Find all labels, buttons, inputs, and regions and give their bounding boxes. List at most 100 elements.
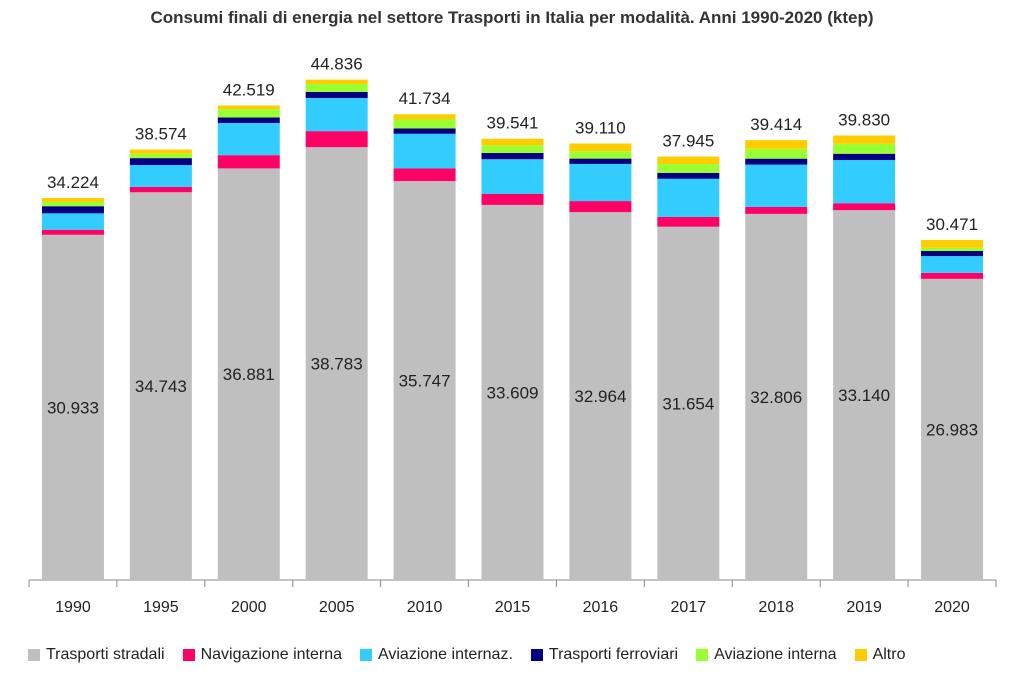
bar-segment-altro-1995 [129, 149, 192, 154]
legend-label: Trasporti ferroviari [548, 646, 679, 663]
total-label: 38.574 [135, 125, 187, 144]
bar-segment-navigazione-interna-2018 [745, 206, 808, 214]
bar-segment-trasporti-ferroviari-2005 [305, 92, 368, 99]
x-tick-label: 2005 [319, 599, 355, 616]
bar-segment-aviazione-internaz--2018 [745, 164, 808, 207]
bar-segment-aviazione-interna-2017 [657, 164, 720, 173]
legend-item: Trasporti stradali [28, 646, 165, 664]
legend-swatch [854, 649, 867, 661]
bar-segment-aviazione-internaz--2019 [833, 160, 896, 204]
total-label: 42.519 [223, 80, 275, 99]
road-value-label: 32.964 [574, 387, 626, 406]
bar-segment-aviazione-interna-1990 [41, 201, 104, 207]
total-label: 39.830 [838, 110, 890, 129]
road-value-label: 33.609 [487, 383, 539, 402]
bar-segment-navigazione-interna-2020 [921, 272, 984, 279]
road-value-label: 35.747 [399, 372, 451, 391]
total-label: 41.734 [399, 89, 451, 108]
bar-segment-navigazione-interna-2010 [393, 168, 456, 182]
x-tick-label: 2018 [758, 599, 794, 616]
bar-segment-aviazione-interna-2019 [833, 143, 896, 154]
bar-segment-altro-1990 [41, 198, 104, 202]
bar-segment-altro-2010 [393, 114, 456, 120]
bar-segment-altro-2017 [657, 156, 720, 165]
legend-item: Trasporti ferroviari [530, 646, 679, 664]
bar-segment-trasporti-stradali-2018 [745, 213, 808, 580]
bar-segment-aviazione-interna-2018 [745, 148, 808, 159]
legend-label: Altro [872, 646, 906, 663]
bar-segment-aviazione-internaz--2016 [569, 163, 632, 202]
bar-segment-aviazione-internaz--2020 [921, 256, 984, 273]
legend-item: Navigazione interna [182, 646, 342, 664]
x-tick-label: 2017 [671, 599, 707, 616]
total-label: 37.945 [662, 132, 714, 151]
bar-segment-trasporti-stradali-2015 [481, 204, 544, 580]
road-value-label: 26.983 [926, 420, 978, 439]
total-label: 30.471 [926, 215, 978, 234]
bar-segment-aviazione-internaz--2010 [393, 133, 456, 169]
x-tick-label: 2000 [231, 599, 267, 616]
road-value-label: 34.743 [135, 377, 187, 396]
bar-segment-aviazione-internaz--2000 [217, 123, 280, 156]
bar-segment-navigazione-interna-2005 [305, 131, 368, 148]
stacked-bar-chart: 34.224 30.933 1990 38.574 34.743 1995 42.519 36… [28, 55, 997, 616]
legend-swatch [28, 649, 40, 661]
bar-segment-altro-2005 [305, 79, 368, 84]
bar-segment-aviazione-interna-2015 [481, 145, 544, 153]
bar-segment-aviazione-interna-2000 [217, 109, 280, 118]
bar-segment-navigazione-interna-2016 [569, 201, 632, 213]
legend-item: Aviazione internaz. [359, 646, 513, 664]
bar-segment-trasporti-ferroviari-2015 [481, 152, 544, 160]
bar-segment-navigazione-interna-2015 [481, 193, 544, 205]
bar-segment-aviazione-internaz--1995 [129, 165, 192, 187]
legend-item: Aviazione interna [696, 646, 837, 664]
road-value-label: 38.783 [311, 355, 363, 374]
bar-segment-trasporti-ferroviari-1995 [129, 158, 192, 166]
bar-segment-trasporti-stradali-2005 [305, 147, 368, 581]
x-tick-label: 2020 [934, 599, 970, 616]
bar-segment-aviazione-internaz--1990 [41, 213, 104, 230]
bar-segment-trasporti-ferroviari-2000 [217, 117, 280, 124]
bar-segment-altro-2020 [921, 239, 984, 248]
bar-segment-aviazione-interna-2016 [569, 151, 632, 159]
legend-swatch [696, 649, 709, 661]
bar-segment-trasporti-stradali-1995 [129, 192, 192, 580]
bar-segment-trasporti-ferroviari-2010 [393, 128, 456, 134]
x-tick-label: 2015 [495, 599, 531, 616]
bar-segment-aviazione-interna-1995 [129, 153, 192, 159]
x-tick-label: 2019 [846, 599, 882, 616]
bar-segment-altro-2015 [481, 138, 544, 146]
total-label: 39.110 [575, 119, 626, 138]
bar-segment-aviazione-internaz--2017 [657, 178, 720, 217]
bar-segment-navigazione-interna-1995 [129, 186, 192, 193]
legend-swatch [359, 649, 372, 661]
road-value-label: 32.806 [750, 388, 802, 407]
total-label: 39.414 [750, 115, 802, 134]
bar-segment-navigazione-interna-2017 [657, 216, 720, 227]
bar-segment-trasporti-stradali-2017 [657, 226, 720, 580]
bar-segment-navigazione-interna-2000 [217, 155, 280, 169]
bar-segment-trasporti-stradali-2010 [393, 181, 456, 580]
bar-segment-trasporti-stradali-1990 [41, 234, 104, 580]
chart-title: Consumi finali di energia nel settore Tr… [150, 8, 874, 27]
bar-segment-altro-2019 [833, 135, 896, 144]
bar-segment-altro-2018 [745, 140, 808, 149]
total-label: 34.224 [47, 173, 99, 192]
x-tick-label: 2016 [583, 599, 619, 616]
legend: Trasporti stradali Navigazione interna Avi… [28, 646, 905, 664]
x-tick-label: 1995 [143, 599, 179, 616]
road-value-label: 33.140 [838, 386, 890, 405]
x-tick-label: 2010 [407, 599, 443, 616]
bar-segment-trasporti-ferroviari-2019 [833, 153, 896, 161]
bar-segment-navigazione-interna-1990 [41, 229, 104, 235]
bar-segment-trasporti-ferroviari-2020 [921, 251, 984, 257]
legend-swatch [182, 649, 195, 661]
bar-segment-aviazione-internaz--2005 [305, 98, 368, 132]
road-value-label: 31.654 [662, 394, 714, 413]
total-label: 39.541 [487, 114, 539, 133]
road-value-label: 36.881 [223, 365, 275, 384]
bar-segment-altro-2016 [569, 143, 632, 152]
bar-segment-trasporti-stradali-2019 [833, 210, 896, 580]
total-label: 44.836 [311, 55, 363, 74]
legend-label: Navigazione interna [200, 646, 342, 663]
